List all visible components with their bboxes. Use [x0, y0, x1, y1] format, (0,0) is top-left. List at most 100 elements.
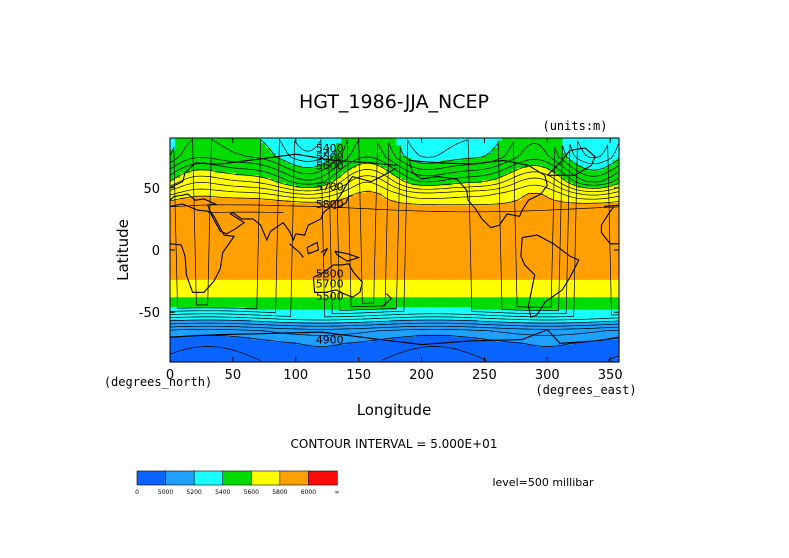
- field-cell: [310, 170, 317, 174]
- field-cell: [275, 250, 282, 254]
- field-cell: [567, 235, 574, 239]
- field-cell: [401, 235, 408, 239]
- field-cell: [175, 257, 181, 261]
- field-cell: [597, 207, 604, 211]
- field-cell: [421, 157, 428, 161]
- field-cell: [436, 215, 443, 219]
- field-cell: [290, 165, 297, 169]
- field-cell: [265, 155, 272, 159]
- field-cell: [341, 180, 347, 184]
- field-cell: [542, 232, 548, 236]
- field-cell: [215, 165, 221, 169]
- field-cell: [351, 190, 357, 194]
- field-cell: [552, 254, 558, 259]
- field-cell: [582, 247, 589, 251]
- field-cell: [210, 269, 216, 273]
- field-cell: [180, 210, 186, 214]
- field-cell: [486, 257, 493, 261]
- field-cell: [330, 182, 337, 186]
- field-cell: [310, 220, 317, 224]
- field-cell: [366, 182, 372, 186]
- field-cell: [441, 177, 448, 181]
- field-cell: [280, 269, 287, 273]
- field-cell: [300, 170, 307, 174]
- field-cell: [476, 267, 483, 271]
- field-cell: [532, 150, 538, 154]
- field-cell: [175, 252, 181, 256]
- field-cell: [220, 259, 226, 264]
- field-cell: [180, 187, 186, 191]
- field-cell: [341, 272, 347, 276]
- field-cell: [547, 222, 553, 226]
- field-cell: [215, 152, 221, 157]
- field-cell: [210, 272, 216, 276]
- field-cell: [381, 222, 387, 226]
- field-cell: [552, 272, 558, 276]
- field-cell: [577, 155, 584, 159]
- field-cell: [180, 254, 186, 259]
- field-cell: [497, 242, 503, 246]
- field-cell: [602, 215, 609, 219]
- field-cell: [507, 267, 513, 271]
- field-cell: [512, 170, 518, 174]
- field-cell: [476, 242, 483, 246]
- field-cell: [592, 157, 599, 161]
- field-cell: [476, 175, 483, 179]
- field-cell: [300, 182, 307, 186]
- field-cell: [517, 190, 523, 194]
- field-cell: [431, 162, 438, 166]
- field-cell: [366, 187, 372, 191]
- field-cell: [255, 177, 262, 181]
- field-cell: [320, 152, 327, 157]
- field-cell: [557, 147, 563, 152]
- field-cell: [310, 232, 317, 236]
- field-cell: [356, 250, 362, 254]
- field-cell: [481, 205, 488, 209]
- field-cell: [567, 182, 574, 186]
- field-cell: [587, 227, 594, 231]
- field-cell: [582, 172, 589, 176]
- field-cell: [190, 247, 196, 251]
- field-cell: [391, 155, 397, 159]
- field-cell: [260, 152, 267, 157]
- field-cell: [497, 237, 503, 241]
- field-cell: [411, 152, 418, 157]
- field-cell: [290, 240, 297, 244]
- field-cell: [401, 267, 408, 271]
- field-cell: [205, 185, 211, 189]
- field-cell: [406, 252, 413, 256]
- field-cell: [552, 264, 558, 269]
- field-cell: [351, 138, 357, 142]
- field-cell: [597, 147, 604, 152]
- field-cell: [351, 202, 357, 206]
- field-cell: [456, 197, 463, 201]
- field-cell: [366, 225, 372, 229]
- field-cell: [421, 147, 428, 152]
- field-cell: [391, 192, 397, 196]
- field-cell: [522, 152, 528, 157]
- field-cell: [225, 247, 231, 251]
- field-cell: [245, 212, 252, 216]
- field-cell: [200, 232, 206, 236]
- field-cell: [481, 195, 488, 199]
- field-cell: [441, 150, 448, 154]
- field-cell: [547, 162, 553, 166]
- field-cell: [497, 182, 503, 186]
- field-cell: [436, 138, 443, 142]
- field-cell: [320, 157, 327, 161]
- field-cell: [250, 150, 257, 154]
- field-cell: [391, 138, 397, 142]
- field-cell: [245, 152, 252, 157]
- field-cell: [351, 210, 357, 214]
- field-cell: [401, 190, 408, 194]
- field-cell: [220, 220, 226, 224]
- field-cell: [512, 147, 518, 152]
- field-cell: [567, 237, 574, 241]
- field-cell: [185, 215, 191, 219]
- field-cell: [421, 145, 428, 149]
- field-cell: [502, 254, 508, 259]
- field-cell: [401, 172, 408, 176]
- field-cell: [200, 160, 206, 164]
- field-cell: [471, 167, 478, 171]
- field-cell: [542, 150, 548, 154]
